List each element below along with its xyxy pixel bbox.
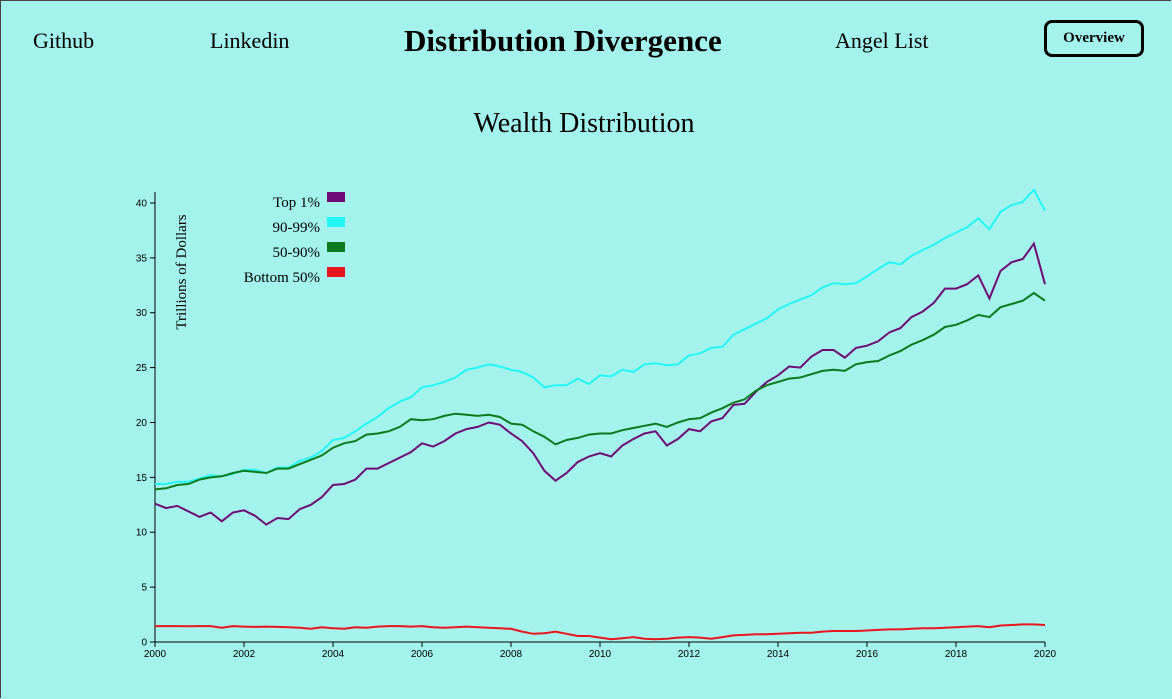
y-tick-label: 40 — [136, 198, 148, 209]
series-line-50-90 — [154, 291, 1046, 491]
y-axis-label: Trillions of Dollars — [174, 214, 190, 329]
y-tick-label: 0 — [141, 638, 147, 649]
x-tick-label: 2018 — [945, 649, 968, 660]
legend-label-50-90: 50-90% — [273, 245, 321, 261]
chart-legend: Top 1% 90-99% 50-90% Bottom 50% — [244, 192, 345, 286]
y-tick-label: 35 — [136, 253, 148, 264]
x-tick-label: 2008 — [500, 649, 523, 660]
site-brand-title[interactable]: Distribution Divergence — [404, 23, 722, 58]
x-tick-label: 2014 — [767, 649, 790, 660]
chart-axes: 2000 2002 2004 2006 2008 2010 2012 2014 2016 2018… — [136, 192, 1057, 660]
legend-swatch-50-90 — [327, 242, 345, 252]
chart-series-lines — [154, 188, 1046, 641]
nav-link-linkedin[interactable]: Linkedin — [210, 28, 290, 53]
y-tick-label: 10 — [136, 528, 148, 539]
legend-label-90-99: 90-99% — [273, 220, 321, 236]
x-tick-label: 2016 — [856, 649, 879, 660]
y-tick-label: 15 — [136, 473, 148, 484]
nav-link-angel-list[interactable]: Angel List — [835, 28, 929, 53]
series-line-top-1 — [154, 241, 1046, 526]
legend-label-top-1: Top 1% — [273, 195, 320, 211]
x-tick-label: 2012 — [678, 649, 701, 660]
overview-button[interactable]: Overview — [1044, 20, 1144, 57]
y-tick-label: 25 — [136, 363, 148, 374]
x-tick-label: 2020 — [1034, 649, 1057, 660]
series-line-90-99 — [155, 188, 1046, 485]
legend-swatch-bottom-50 — [327, 267, 345, 277]
x-tick-label: 2000 — [144, 649, 167, 660]
y-tick-label: 30 — [136, 308, 148, 319]
legend-label-bottom-50: Bottom 50% — [244, 270, 320, 286]
series-line-bottom-50 — [155, 623, 1046, 641]
chart-title: Wealth Distribution — [473, 108, 695, 139]
x-tick-label: 2002 — [233, 649, 256, 660]
legend-swatch-90-99 — [327, 217, 345, 227]
x-tick-label: 2006 — [411, 649, 434, 660]
x-tick-label: 2010 — [589, 649, 612, 660]
y-tick-label: 5 — [141, 583, 147, 594]
nav-link-github[interactable]: Github — [33, 28, 95, 53]
legend-swatch-top-1 — [327, 192, 345, 202]
y-tick-label: 20 — [136, 418, 148, 429]
x-tick-label: 2004 — [322, 649, 345, 660]
